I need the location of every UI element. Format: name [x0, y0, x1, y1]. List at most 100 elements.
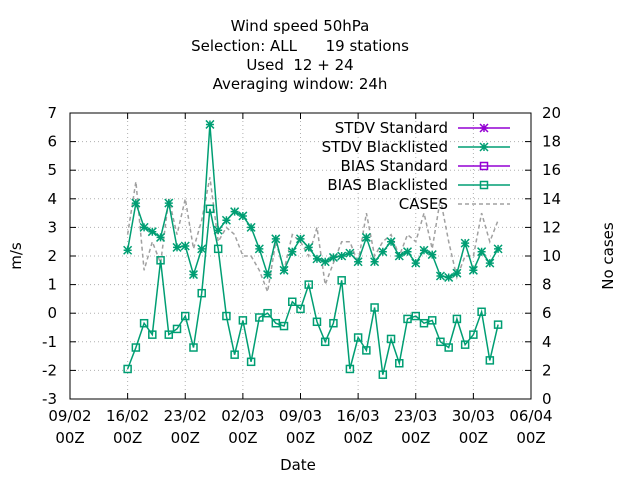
bias-blacklisted-point [469, 330, 478, 339]
y-tick-label-right: 2 [542, 361, 552, 379]
bias-blacklisted-point [246, 357, 256, 367]
bias-blacklisted-point [386, 334, 396, 344]
y-tick-label-left: 2 [47, 247, 57, 265]
stdv-blacklisted-point [378, 247, 388, 257]
bias-blacklisted-point [213, 244, 223, 254]
x-tick-label: 00Z [343, 429, 372, 447]
bias-blacklisted-point [460, 340, 470, 349]
stdv-blacklisted-point [328, 252, 338, 262]
stdv-blacklisted-point [402, 247, 413, 257]
plot-frame [69, 112, 532, 400]
y-tick-label-right: 18 [542, 133, 561, 151]
grid [70, 113, 531, 399]
legend-label-cases: CASES [399, 195, 448, 213]
stdv-blacklisted-point [188, 270, 199, 280]
bias-blacklisted-point [139, 318, 149, 328]
x-tick-label: 00Z [286, 429, 315, 447]
x-tick-label: 06/04 [509, 407, 552, 425]
legend-marker-bias-standard [479, 161, 489, 171]
bias-blacklisted-point [427, 316, 437, 325]
bias-blacklisted-point [320, 337, 330, 347]
bias-blacklisted-point [296, 304, 305, 314]
stdv-blacklisted-point [477, 247, 487, 257]
chart-title: Wind speed 50hPa Selection: ALL 19 stati… [191, 17, 409, 93]
x-tick-label: 23/03 [394, 407, 437, 425]
bias-blacklisted-point [337, 276, 346, 285]
y-tick-label-left: 1 [47, 276, 57, 294]
bias-blacklisted-line [126, 208, 499, 375]
bias-blacklisted-point [436, 337, 445, 347]
stdv-blacklisted-point [263, 270, 273, 280]
bias-blacklisted-point [312, 317, 322, 327]
series [123, 119, 503, 379]
stdv-blacklisted-point [320, 257, 330, 267]
y-tick-label-left: 3 [47, 218, 57, 236]
legend-marker-stdv-standard [479, 123, 489, 133]
stdv-blacklisted-point [197, 244, 207, 254]
x-tick-label: 09/02 [48, 407, 91, 425]
y-axis-label-right: No cases [599, 222, 617, 290]
stdv-blacklisted-point [246, 222, 256, 232]
stdv-blacklisted-point [312, 254, 322, 264]
stdv-blacklisted-point [304, 242, 314, 252]
y-tick-label-left: -2 [42, 361, 57, 379]
stdv-blacklisted-point [139, 222, 149, 232]
stdv-blacklisted-point [172, 242, 182, 252]
y-axis-label-left: m/s [7, 242, 25, 270]
y-tick-label-left: 5 [47, 161, 57, 179]
title-line-4: Averaging window: 24h [213, 75, 388, 93]
bias-blacklisted-point [444, 343, 453, 352]
stdv-blacklisted-point [337, 251, 347, 261]
legend-marker-stdv-blacklisted [479, 142, 489, 152]
title-line-2: Selection: ALL 19 stations [191, 37, 409, 55]
bias-blacklisted-point [263, 308, 272, 318]
x-tick-label: 16/02 [106, 407, 149, 425]
stdv-blacklisted-point [435, 271, 445, 281]
bias-blacklisted-point [279, 321, 289, 331]
bias-blacklisted-point [411, 311, 420, 321]
bias-blacklisted-point [230, 350, 239, 359]
bias-blacklisted-point [123, 364, 132, 374]
stdv-blacklisted-point [411, 258, 421, 268]
y-tick-label-left: 6 [47, 133, 57, 151]
y-tick-label-left: 4 [47, 190, 57, 208]
stdv-blacklisted-line [126, 124, 499, 279]
x-tick-label: 00Z [55, 429, 84, 447]
stdv-blacklisted-point [131, 198, 141, 208]
stdv-blacklisted-point [444, 272, 454, 282]
stdv-blacklisted-point [213, 225, 223, 235]
y-tick-label-right: 0 [542, 390, 552, 408]
bias-blacklisted-point [378, 370, 388, 379]
bias-blacklisted-point [493, 320, 503, 329]
legend-label-bias-standard: BIAS Standard [340, 157, 448, 175]
x-tick-label: 00Z [401, 429, 430, 447]
stdv-blacklisted-point [419, 245, 429, 255]
legend-label-stdv-standard: STDV Standard [335, 119, 448, 137]
bias-blacklisted-point [403, 314, 412, 324]
bias-blacklisted-point [304, 280, 313, 289]
stdv-blacklisted-point [254, 244, 264, 254]
y-tick-label-right: 6 [542, 304, 552, 322]
bias-blacklisted-point [288, 297, 297, 307]
bias-blacklisted-point [271, 318, 281, 328]
title-line-1: Wind speed 50hPa [231, 17, 370, 35]
bias-blacklisted-point [255, 313, 264, 322]
stdv-blacklisted-point [287, 247, 297, 257]
bias-blacklisted-point [353, 333, 363, 342]
y-tick-label-right: 4 [542, 333, 552, 351]
legend-marker-bias-blacklisted [479, 180, 489, 190]
x-tick-label: 00Z [171, 429, 200, 447]
ticks: 09/02 00Z 16/02 00Z 23/02 00Z 02/03 00Z 09/03 00Z… [42, 104, 561, 447]
stdv-blacklisted-point [460, 238, 470, 248]
stdv-blacklisted-point [468, 265, 478, 275]
bias-blacklisted-point [156, 256, 165, 265]
stdv-blacklisted-point [123, 245, 133, 255]
stdv-blacklisted-point [345, 248, 355, 258]
x-tick-label: 00Z [459, 429, 488, 447]
x-tick-label: 02/03 [221, 407, 264, 425]
y-tick-label-left: 0 [47, 304, 57, 322]
y-tick-label-left: 7 [47, 104, 57, 122]
title-line-3: Used 12 + 24 [246, 56, 353, 74]
